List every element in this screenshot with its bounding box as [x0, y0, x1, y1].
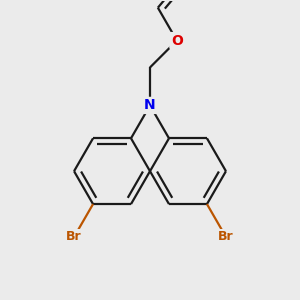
Text: Br: Br [66, 230, 82, 244]
Text: O: O [171, 34, 183, 48]
Text: N: N [144, 98, 156, 112]
Text: Br: Br [218, 230, 234, 244]
